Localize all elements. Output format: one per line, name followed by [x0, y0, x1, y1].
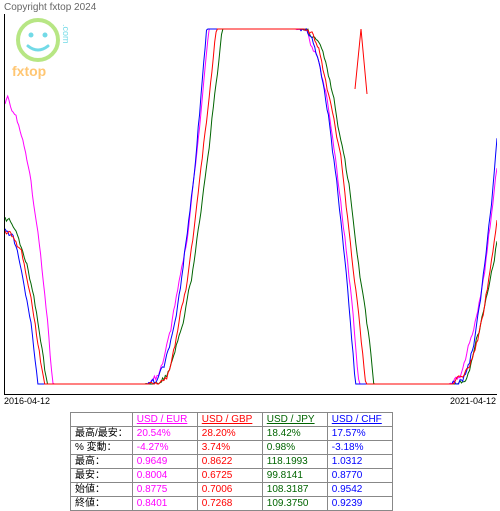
x-end-label: 2021-04-12 — [450, 396, 496, 406]
cell-2-3: 1.0312 — [327, 455, 392, 469]
series-line-USD-GBP — [5, 29, 497, 384]
cell-2-2: 118.1993 — [262, 455, 327, 469]
cell-4-1: 0.7006 — [197, 483, 262, 497]
cell-2-0: 0.9649 — [132, 455, 197, 469]
cell-2-1: 0.8622 — [197, 455, 262, 469]
svg-text:.com: .com — [61, 24, 71, 44]
series-line-USD-EUR — [5, 29, 497, 384]
cell-5-3: 0.9239 — [327, 497, 392, 511]
cell-4-3: 0.9542 — [327, 483, 392, 497]
cell-3-2: 99.8141 — [262, 469, 327, 483]
statistics-table: USD / EURUSD / GBPUSD / JPYUSD / CHF 最高/最… — [70, 412, 393, 511]
cell-1-2: 0.98% — [262, 441, 327, 455]
col-header-1: USD / GBP — [197, 413, 262, 427]
row-label-3: 最安： — [71, 469, 133, 483]
row-label-0: 最高/最安： — [71, 427, 133, 441]
cell-4-2: 108.3187 — [262, 483, 327, 497]
row-label-5: 終値： — [71, 497, 133, 511]
cell-3-3: 0.8770 — [327, 469, 392, 483]
row-label-2: 最高： — [71, 455, 133, 469]
cell-0-0: 20.54% — [132, 427, 197, 441]
col-header-3: USD / CHF — [327, 413, 392, 427]
cell-0-3: 17.57% — [327, 427, 392, 441]
cell-3-0: 0.8004 — [132, 469, 197, 483]
cell-5-0: 0.8401 — [132, 497, 197, 511]
x-start-label: 2016-04-12 — [4, 396, 50, 406]
row-label-4: 始値： — [71, 483, 133, 497]
col-header-2: USD / JPY — [262, 413, 327, 427]
cell-1-0: -4.27% — [132, 441, 197, 455]
table-corner — [71, 413, 133, 427]
cell-0-1: 28.20% — [197, 427, 262, 441]
cell-1-1: 3.74% — [197, 441, 262, 455]
cell-0-2: 18.42% — [262, 427, 327, 441]
row-label-1: % 変動： — [71, 441, 133, 455]
cell-1-3: -3.18% — [327, 441, 392, 455]
cell-3-1: 0.6725 — [197, 469, 262, 483]
svg-text:fxtop: fxtop — [12, 63, 46, 79]
cell-5-1: 0.7268 — [197, 497, 262, 511]
series-line-USD-CHF — [5, 29, 497, 384]
col-header-0: USD / EUR — [132, 413, 197, 427]
cell-5-2: 109.3750 — [262, 497, 327, 511]
series-line-USD-JPY — [5, 29, 497, 384]
copyright-text: Copyright fxtop 2024 — [4, 2, 96, 13]
fxtop-logo: fxtop .com — [8, 14, 78, 87]
cell-4-0: 0.8775 — [132, 483, 197, 497]
